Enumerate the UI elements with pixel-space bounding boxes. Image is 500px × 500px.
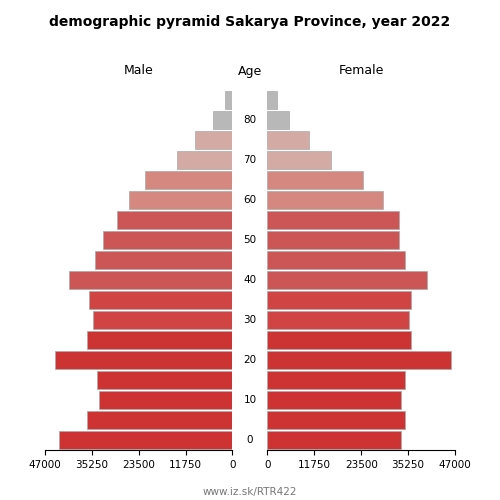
- Bar: [268, 311, 409, 329]
- Text: 70: 70: [244, 155, 256, 165]
- Bar: [268, 351, 451, 369]
- Text: www.iz.sk/RTR422: www.iz.sk/RTR422: [203, 488, 297, 498]
- Bar: [268, 331, 411, 349]
- Text: 10: 10: [244, 395, 256, 405]
- Bar: [268, 411, 405, 429]
- Bar: [268, 251, 405, 269]
- Text: 40: 40: [244, 275, 256, 285]
- Bar: [129, 191, 232, 209]
- Bar: [268, 231, 399, 249]
- Bar: [89, 291, 233, 309]
- Bar: [55, 351, 233, 369]
- Bar: [268, 391, 401, 409]
- Bar: [176, 151, 233, 169]
- Text: 30: 30: [244, 315, 256, 325]
- Text: 0: 0: [247, 435, 254, 445]
- Bar: [268, 211, 399, 229]
- Text: demographic pyramid Sakarya Province, year 2022: demographic pyramid Sakarya Province, ye…: [50, 15, 450, 29]
- Bar: [268, 371, 405, 389]
- Bar: [268, 131, 310, 149]
- Bar: [87, 331, 233, 349]
- Bar: [194, 131, 232, 149]
- Bar: [144, 171, 233, 189]
- Bar: [212, 111, 233, 129]
- Text: 80: 80: [244, 115, 256, 125]
- Bar: [268, 291, 411, 309]
- Text: 20: 20: [244, 355, 256, 365]
- Bar: [268, 171, 363, 189]
- Bar: [87, 411, 233, 429]
- Bar: [69, 271, 232, 289]
- Bar: [117, 211, 232, 229]
- Text: 50: 50: [244, 235, 256, 245]
- Bar: [268, 431, 401, 449]
- Bar: [268, 151, 332, 169]
- Text: Male: Male: [124, 64, 154, 78]
- Text: 60: 60: [244, 195, 256, 205]
- Text: Age: Age: [238, 64, 262, 78]
- Bar: [95, 251, 232, 269]
- Bar: [268, 271, 427, 289]
- Bar: [268, 91, 278, 109]
- Bar: [93, 311, 232, 329]
- Bar: [59, 431, 233, 449]
- Bar: [224, 91, 232, 109]
- Bar: [97, 371, 232, 389]
- Bar: [99, 391, 232, 409]
- Bar: [268, 111, 289, 129]
- Text: Female: Female: [338, 64, 384, 78]
- Bar: [268, 191, 383, 209]
- Bar: [103, 231, 232, 249]
